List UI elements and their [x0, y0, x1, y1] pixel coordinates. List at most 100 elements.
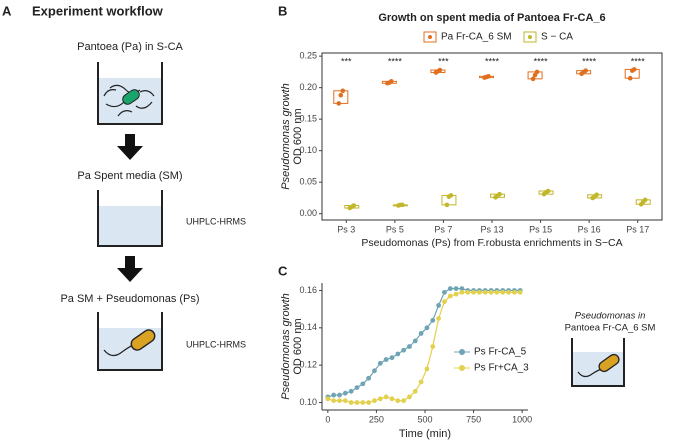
legend-swatch — [423, 31, 437, 43]
point — [534, 69, 540, 75]
point — [486, 74, 491, 79]
legend-label: S − CA — [541, 32, 573, 43]
step-label: Pa Spent media (SM) — [77, 170, 182, 182]
panel-label: B — [278, 3, 287, 18]
point — [444, 202, 450, 208]
x-tick-label: Ps 13 — [480, 224, 503, 234]
x-tick-label: Ps 16 — [578, 224, 601, 234]
annotation: **** — [582, 56, 597, 66]
point — [418, 379, 424, 385]
point — [530, 76, 536, 82]
point — [442, 299, 447, 305]
point — [459, 286, 465, 292]
point — [338, 92, 344, 98]
point — [401, 347, 407, 353]
point — [642, 197, 648, 203]
point — [442, 289, 447, 295]
well — [571, 338, 625, 387]
well — [97, 62, 163, 125]
inset-label: Pseudomonas in — [575, 311, 646, 322]
point — [494, 289, 500, 295]
well — [97, 312, 163, 371]
y-tick-label: 0.15 — [299, 114, 317, 124]
y-tick-label: 0.00 — [299, 208, 317, 218]
point — [377, 360, 383, 366]
arrow — [117, 134, 143, 160]
annotation: **** — [388, 56, 403, 66]
annotation: **** — [485, 56, 500, 66]
point — [482, 289, 488, 295]
annotation: **** — [631, 56, 646, 66]
legend-dot — [528, 35, 532, 39]
point — [348, 388, 354, 394]
point — [583, 68, 588, 73]
panel-label: C — [278, 263, 288, 278]
point — [436, 303, 442, 308]
point — [340, 88, 346, 94]
point — [389, 79, 394, 84]
point — [360, 381, 366, 387]
point — [631, 67, 637, 72]
x-axis-label: Time (min) — [399, 428, 451, 440]
y-axis-label: OD 600 nm — [292, 108, 304, 164]
y-tick-label: 0.25 — [299, 51, 317, 61]
point — [337, 398, 342, 404]
point — [360, 400, 366, 405]
x-tick-label: 500 — [417, 414, 432, 424]
point — [336, 101, 342, 106]
point — [459, 289, 465, 295]
annotation: **** — [534, 56, 549, 66]
annotation: *** — [438, 56, 449, 66]
y-axis-label: Pseudomonas growth — [280, 83, 292, 189]
step-label: Pa SM + Pseudomonas (Ps) — [60, 293, 199, 305]
y-tick-label: 0.10 — [299, 397, 317, 407]
point — [424, 325, 430, 331]
point — [348, 400, 354, 405]
analysis-label: UHPLC-HRMS — [186, 216, 246, 226]
x-tick-label: Ps 15 — [529, 224, 552, 234]
point — [477, 289, 482, 295]
x-tick-label: Ps 7 — [434, 224, 452, 234]
point — [437, 67, 443, 73]
point — [448, 193, 454, 198]
legend-label: Pa Fr-CA_6 SM — [441, 32, 512, 43]
x-tick-label: Ps 3 — [337, 224, 355, 234]
point — [372, 368, 377, 374]
point — [372, 398, 377, 404]
point — [418, 331, 424, 336]
y-tick-label: 0.12 — [299, 360, 317, 370]
x-tick-label: 250 — [369, 414, 384, 424]
point — [354, 400, 360, 405]
y-tick-label: 0.14 — [299, 322, 317, 332]
point — [627, 75, 633, 81]
x-tick-label: Ps 17 — [626, 224, 649, 234]
x-tick-label: Ps 5 — [386, 224, 404, 234]
x-tick-label: 0 — [325, 414, 330, 424]
legend-label: Ps Fr-CA_5 — [474, 347, 527, 358]
point — [412, 338, 418, 344]
point — [517, 289, 523, 295]
arrow — [117, 256, 143, 282]
well — [97, 190, 163, 247]
panel-label: A — [2, 3, 12, 18]
point — [447, 293, 453, 299]
legend-dot — [459, 349, 465, 355]
y-axis-label: Pseudomonas growth — [280, 293, 292, 399]
point — [377, 396, 383, 402]
point — [342, 398, 348, 404]
point — [594, 192, 599, 198]
workflow-title: Experiment workflow — [32, 3, 164, 18]
point — [545, 188, 551, 194]
point — [511, 289, 517, 295]
legend-label: Ps Fr+CA_3 — [474, 363, 529, 374]
point — [389, 396, 395, 402]
y-tick-label: 0.20 — [299, 82, 317, 92]
step-label: Pantoea (Pa) in S-CA — [77, 41, 183, 53]
annotation: *** — [341, 56, 352, 66]
legend-dot — [428, 35, 432, 39]
point — [389, 355, 395, 361]
point — [407, 394, 412, 400]
point — [354, 385, 360, 390]
point — [471, 289, 476, 295]
